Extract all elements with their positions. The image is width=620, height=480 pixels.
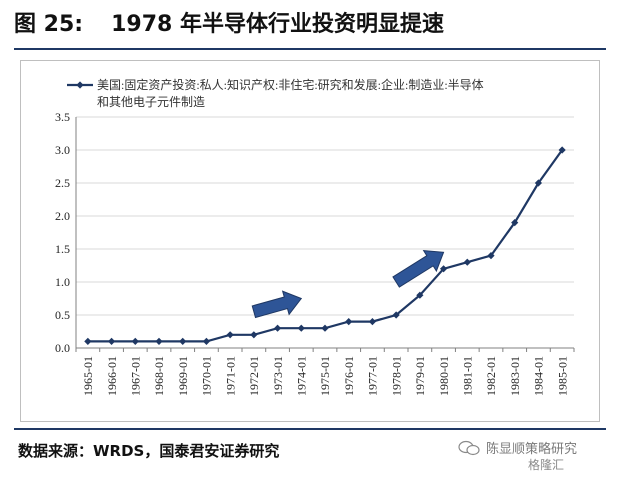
trend-arrow-2 [392, 250, 445, 288]
data-point [107, 337, 116, 345]
data-point [250, 331, 258, 339]
data-point [558, 146, 566, 154]
data-point [297, 324, 305, 332]
data-point [463, 258, 471, 266]
x-tick-label: 1984-01 [532, 356, 546, 396]
x-tick-label: 1972-01 [247, 356, 261, 396]
y-tick-label: 1.5 [55, 242, 70, 256]
data-point [226, 331, 234, 339]
chart-frame: 0.0 0.5 1.0 1.5 2.0 2.5 3.0 3.5 1965-01 1966-01 19… [20, 60, 600, 422]
data-point [84, 337, 92, 345]
x-tick-label: 1976-01 [342, 356, 356, 396]
y-tick-label: 0.0 [55, 341, 70, 355]
line-chart: 0.0 0.5 1.0 1.5 2.0 2.5 3.0 3.5 1965-01 1966-01 19… [55, 77, 575, 396]
data-point [321, 324, 329, 332]
x-tick-label: 1965-01 [81, 356, 95, 396]
data-point [345, 318, 353, 326]
watermark-brand: 格隆汇 [528, 458, 565, 472]
x-tick-label: 1979-01 [413, 356, 427, 396]
legend-label-line1: 美国:固定资产投资:私人:知识产权:非住宅:研究和发展:企业:制造业:半导体 [97, 77, 484, 92]
series-line [87, 149, 564, 343]
y-tick-label: 1.0 [55, 275, 70, 289]
x-tick-label: 1967-01 [128, 356, 142, 396]
x-tick-label: 1985-01 [555, 356, 569, 396]
y-tick-label: 2.5 [55, 176, 70, 190]
watermark: 陈显顺策略研究 格隆汇 [458, 436, 608, 476]
legend-label-line2: 和其他电子元件制造 [97, 95, 205, 109]
y-tick-label: 3.0 [55, 143, 70, 157]
y-tick-label: 3.5 [55, 110, 70, 124]
x-tick-label: 1977-01 [366, 356, 380, 396]
wechat-icon [458, 440, 480, 456]
x-tick-label: 1970-01 [200, 356, 214, 396]
x-tick-label: 1982-01 [484, 356, 498, 396]
figure-title: 图 25: 1978 年半导体行业投资明显提速 [14, 6, 606, 44]
x-tick-label: 1983-01 [508, 356, 522, 396]
data-point [416, 291, 424, 299]
data-point [368, 318, 377, 326]
x-tick-label: 1971-01 [223, 356, 237, 396]
x-tick-label: 1966-01 [105, 356, 119, 396]
x-tick-label: 1974-01 [294, 356, 308, 396]
data-point [179, 337, 187, 345]
title-rule [14, 48, 606, 50]
y-tick-label: 0.5 [55, 308, 70, 322]
x-tick-label: 1980-01 [437, 356, 451, 396]
source-note: 数据来源：WRDS，国泰君安证券研究 [18, 442, 280, 460]
x-tick-label: 1981-01 [460, 356, 474, 396]
figure-title-text: 1978 年半导体行业投资明显提速 [111, 12, 444, 37]
data-point [131, 337, 139, 345]
data-point [155, 337, 163, 345]
data-point [273, 324, 282, 332]
watermark-author: 陈显顺策略研究 [486, 442, 578, 457]
data-point [511, 219, 519, 227]
data-point [202, 337, 211, 345]
x-tick-label: 1968-01 [152, 356, 166, 396]
figure-number: 图 25: [14, 12, 84, 37]
data-point [392, 311, 400, 319]
x-tick-label: 1978-01 [389, 356, 403, 396]
source-rule [14, 428, 606, 430]
data-point [439, 265, 448, 273]
x-tick-label: 1975-01 [318, 356, 332, 396]
y-tick-label: 2.0 [55, 209, 70, 223]
legend-marker [76, 81, 84, 89]
x-tick-label: 1973-01 [271, 356, 285, 396]
x-tick-label: 1969-01 [176, 356, 190, 396]
trend-arrow-1 [251, 290, 303, 319]
data-point [534, 179, 543, 187]
